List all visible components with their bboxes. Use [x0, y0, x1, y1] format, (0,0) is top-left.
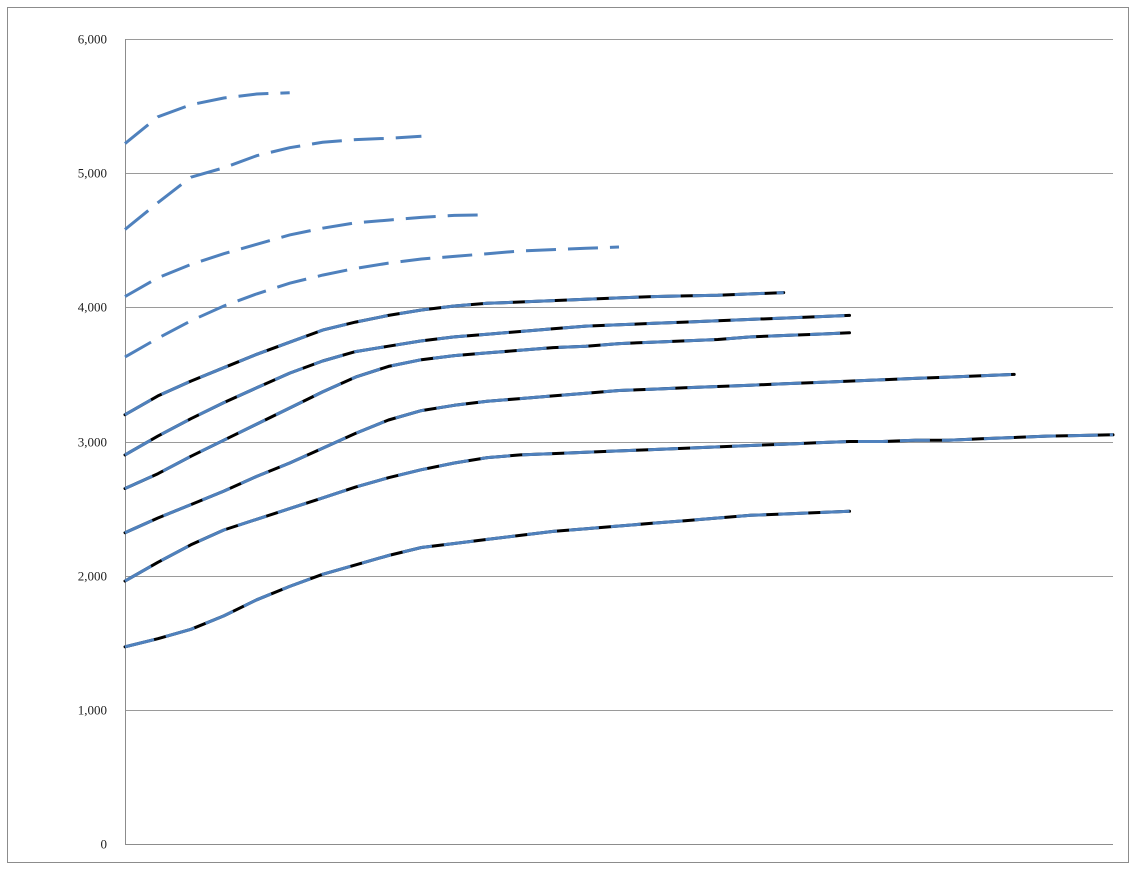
series-6-dashed-line [124, 331, 850, 490]
series-1-dashed-line [124, 134, 422, 231]
series-6-solid-line [123, 331, 851, 490]
axes [125, 39, 1113, 845]
chart-frame: 0 1,000 2,000 3,000 4,000 5,000 6,000 [7, 7, 1129, 863]
series-8-solid-line [123, 433, 1115, 583]
series-9-dashed-line [124, 509, 850, 649]
y-tick-labels: 0 1,000 2,000 3,000 4,000 5,000 6,000 [78, 32, 107, 852]
y-tick-label: 1,000 [78, 703, 107, 718]
series-8-dashed-line [124, 433, 1114, 583]
y-tick-label: 3,000 [78, 435, 107, 450]
series-4-solid-line [123, 291, 786, 417]
series-7-dashed-line [124, 372, 1015, 535]
series-9-solid-line [123, 509, 851, 649]
y-tick-label: 0 [101, 837, 108, 852]
series-2-dashed-line [124, 213, 488, 298]
series-5-dashed-line [124, 313, 850, 457]
line-chart: 0 1,000 2,000 3,000 4,000 5,000 6,000 [78, 32, 1115, 852]
series-4-dashed-line [124, 291, 784, 417]
series-3-dashed-line [124, 245, 620, 359]
y-tick-label: 5,000 [78, 166, 107, 181]
y-tick-label: 6,000 [78, 32, 107, 47]
series-lines [123, 91, 1115, 649]
y-tick-label: 2,000 [78, 569, 107, 584]
gridlines [125, 39, 1113, 711]
y-tick-label: 4,000 [78, 300, 107, 315]
series-0-dashed-line [124, 91, 290, 145]
